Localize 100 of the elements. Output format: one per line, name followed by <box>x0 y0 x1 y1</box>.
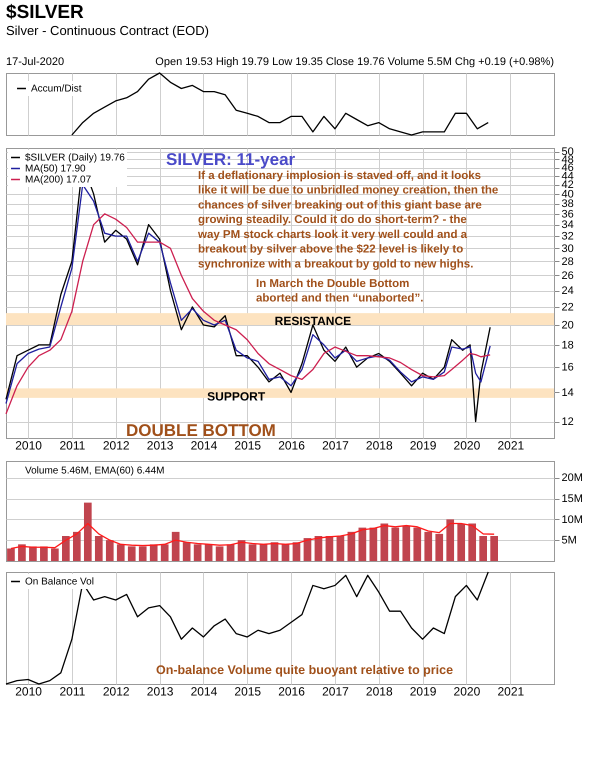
legend-label: On Balance Vol <box>25 576 94 588</box>
bar <box>204 544 212 561</box>
bar <box>160 544 169 561</box>
x-tick-label: 2010 <box>15 438 42 452</box>
annotation: If a deflationary implosion is staved off, and it looks like it will be due to unbridled money creation, then the chances of silver breaking out of this giant base are growing steadily. Could it do do short-term? - the way PM stock charts look it very well could and a breakout by silver above the $22 level is likely to synchronize with a breakout by gold to new highs. <box>197 170 498 270</box>
bar <box>216 546 224 561</box>
x-tick-label: 2014 <box>190 438 218 452</box>
x-tick-label: 2018 <box>366 684 393 698</box>
y-tick-label: 24 <box>562 285 574 298</box>
x-tick-label: 2018 <box>366 438 393 452</box>
bar <box>413 528 422 561</box>
band-label: RESISTANCE <box>274 314 352 328</box>
bar <box>18 544 26 561</box>
text: Volume 5.46M, EMA(60) 6.44M <box>25 466 165 476</box>
bar <box>84 502 92 561</box>
bar <box>348 532 356 561</box>
x-tick-label: 2017 <box>322 684 350 698</box>
y-tick-label: 34 <box>562 219 574 232</box>
chart-title: $SILVER <box>6 2 84 23</box>
y-tick-label: 22 <box>562 301 574 314</box>
bar <box>479 536 488 561</box>
bar <box>72 532 81 561</box>
bar <box>106 540 114 561</box>
bar <box>194 544 202 561</box>
y-tick-label: 26 <box>562 270 574 282</box>
bar <box>94 536 103 561</box>
x-tick-label: 2011 <box>59 684 86 698</box>
bar <box>424 532 432 561</box>
y-tick-label: 10M <box>562 514 583 526</box>
x-tick-label: 2012 <box>102 684 130 698</box>
y-tick-label: 20M <box>562 472 583 484</box>
line-series <box>10 522 495 550</box>
bar <box>380 524 388 561</box>
bar <box>457 524 466 561</box>
bar <box>138 546 147 561</box>
band-label: SUPPORT <box>207 389 266 404</box>
bar <box>226 544 234 561</box>
bar <box>51 548 59 561</box>
bar <box>248 544 256 561</box>
x-tick-label: 2016 <box>278 684 306 698</box>
bar <box>370 528 378 561</box>
x-tick-label: 2011 <box>59 438 86 452</box>
bar <box>336 536 344 561</box>
bar <box>435 534 444 561</box>
x-tick-label: 2017 <box>322 438 350 452</box>
annotation: DOUBLE BOTTOM <box>126 421 276 440</box>
x-tick-label: 2020 <box>454 438 481 452</box>
x-tick-label: 2012 <box>102 438 130 452</box>
bar <box>62 536 70 561</box>
y-tick-label: 38 <box>562 198 574 210</box>
bar <box>292 542 300 561</box>
bar <box>172 532 180 561</box>
y-tick-label: 16 <box>562 362 574 374</box>
bar <box>7 548 15 561</box>
line-series <box>5 213 491 414</box>
x-tick-label: 2015 <box>234 684 262 698</box>
x-tick-label: 2010 <box>15 684 42 698</box>
bar <box>182 542 190 561</box>
bar <box>446 519 454 561</box>
x-tick-label: 2020 <box>454 684 481 698</box>
chart-title: SILVER: 11-year <box>166 150 296 169</box>
bar <box>304 538 312 561</box>
annotation: On-balance Volume quite buoyant relative to price <box>156 663 454 677</box>
y-tick-label: 36 <box>562 208 574 220</box>
y-tick-label: 14 <box>562 386 574 399</box>
chart-subtitle: Silver - Continuous Contract (EOD) <box>6 23 210 38</box>
legend-label: MA(50) 17.90 <box>25 164 86 174</box>
text: Open 19.53 High 19.79 Low 19.35 Close 19.76 Volume 5.5M Chg +0.19 (+0.98%) <box>155 56 554 68</box>
x-tick-label: 2021 <box>497 438 524 452</box>
bar <box>238 540 246 561</box>
x-tick-label: 2014 <box>190 684 218 698</box>
x-tick-label: 2013 <box>146 438 174 452</box>
bar <box>260 544 268 561</box>
bar <box>282 544 290 561</box>
y-tick-label: 18 <box>562 339 574 352</box>
bar <box>402 526 410 561</box>
bar <box>490 536 498 561</box>
bar <box>314 536 322 561</box>
y-tick-label: 40 <box>562 188 574 200</box>
y-tick-label: 15M <box>562 493 583 505</box>
bar <box>270 542 278 561</box>
legend-label: MA(200) 17.07 <box>25 174 92 186</box>
bar <box>358 528 366 561</box>
x-tick-label: 2021 <box>497 684 524 698</box>
x-tick-label: 2015 <box>234 438 262 452</box>
x-tick-label: 2013 <box>146 684 174 698</box>
legend-label: $SILVER (Daily) 19.76 <box>25 152 126 164</box>
y-tick-label: 28 <box>562 256 574 268</box>
y-tick-label: 20 <box>562 319 574 332</box>
x-tick-label: 2019 <box>410 438 437 452</box>
legend-label: Accum/Dist <box>31 84 82 94</box>
x-tick-label: 2019 <box>410 684 437 698</box>
bar <box>128 546 136 561</box>
x-tick-label: 2016 <box>278 438 306 452</box>
bar <box>468 524 476 561</box>
text: 17-Jul-2020 <box>6 56 64 68</box>
bar <box>116 544 125 561</box>
y-tick-label: 30 <box>562 242 574 255</box>
y-tick-label: 12 <box>562 416 574 428</box>
bar <box>391 528 400 561</box>
